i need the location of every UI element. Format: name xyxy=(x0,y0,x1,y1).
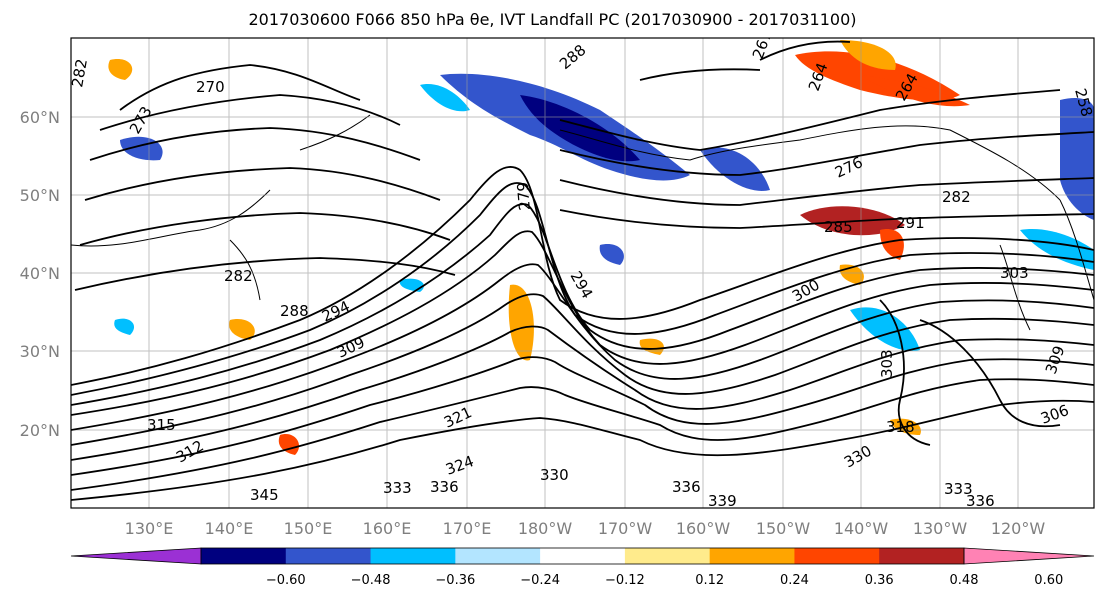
colorbar-tick-label: 0.48 xyxy=(950,573,979,588)
colorbar-tick-label: 0.12 xyxy=(695,573,724,588)
colorbar-segment xyxy=(201,548,287,564)
contour-label: 285 xyxy=(824,218,853,236)
lon-label: 130°E xyxy=(125,519,174,538)
contour-label: 336 xyxy=(966,492,995,510)
colorbar-segment xyxy=(540,548,626,564)
lat-label: 30°N xyxy=(20,342,60,361)
lon-label: 180°W xyxy=(518,519,573,538)
contour-label: 318 xyxy=(886,418,915,436)
contour-label: 282 xyxy=(68,57,91,88)
lat-label: 40°N xyxy=(20,264,60,283)
contour-label: 282 xyxy=(224,267,253,285)
contour-label: 345 xyxy=(250,486,279,504)
colorbar-segment xyxy=(285,548,372,564)
graticule xyxy=(71,38,1094,508)
lat-label: 50°N xyxy=(20,186,60,205)
contour-label: 333 xyxy=(944,480,973,498)
colorbar-segment xyxy=(879,548,965,564)
colorbar-tick-label: 0.60 xyxy=(1034,573,1063,588)
colorbar-segment xyxy=(370,548,456,564)
contour-label: 336 xyxy=(672,478,701,496)
colorbar-ticks: −0.60 −0.48 −0.36 −0.24 −0.12 0.12 0.24 0.36 0.4… xyxy=(266,573,1063,588)
colorbar-tick-label: −0.24 xyxy=(520,573,560,588)
lon-label: 140°E xyxy=(205,519,254,538)
colorbar-outline xyxy=(200,547,965,565)
contour-label: 258 xyxy=(1071,86,1096,118)
contour-label: 303 xyxy=(1000,264,1029,282)
lat-label: 20°N xyxy=(20,421,60,440)
lon-axis: 130°E 140°E 150°E 160°E 170°E 180°W 170°… xyxy=(125,519,1046,538)
lon-label: 150°W xyxy=(756,519,811,538)
colorbar-tick-label: −0.60 xyxy=(266,573,306,588)
contour-label: 282 xyxy=(942,188,971,206)
contour-label: 279 xyxy=(514,181,534,211)
contour-label: 333 xyxy=(383,479,412,497)
map-title: 2017030600 F066 850 hPa θe, IVT Landfall… xyxy=(248,10,857,29)
colorbar-extend-high xyxy=(963,547,1095,565)
contour-label: 291 xyxy=(896,214,925,232)
lat-label: 60°N xyxy=(20,108,60,127)
map-frame xyxy=(70,37,1095,509)
colorbar-extend-low xyxy=(70,547,202,565)
colorbar xyxy=(70,547,1095,565)
colorbar-tick-label: −0.12 xyxy=(605,573,645,588)
contour-label: 336 xyxy=(430,478,459,496)
theta-e-contours xyxy=(71,40,1094,501)
contour-label: 288 xyxy=(280,302,309,320)
colorbar-segment xyxy=(794,548,880,564)
colorbar-tick-label: −0.48 xyxy=(351,573,391,588)
lon-label: 150°E xyxy=(284,519,333,538)
lon-label: 160°W xyxy=(676,519,731,538)
colorbar-tick-label: 0.24 xyxy=(780,573,809,588)
colorbar-segment xyxy=(455,548,541,564)
colorbar-segment xyxy=(709,548,795,564)
contour-label: 315 xyxy=(147,416,176,434)
lon-label: 160°E xyxy=(363,519,412,538)
colorbar-tick-label: −0.36 xyxy=(435,573,475,588)
colorbar-segment xyxy=(624,548,711,564)
lon-label: 170°W xyxy=(598,519,653,538)
lon-label: 170°E xyxy=(443,519,492,538)
colorbar-tick-label: 0.36 xyxy=(865,573,894,588)
lon-label: 130°W xyxy=(913,519,968,538)
lat-axis: 60°N 50°N 40°N 30°N 20°N xyxy=(20,108,60,440)
contour-label: 330 xyxy=(540,466,569,484)
contour-label: 303 xyxy=(878,349,896,378)
lon-label: 140°W xyxy=(834,519,889,538)
lon-label: 120°W xyxy=(991,519,1046,538)
contour-label: 270 xyxy=(196,78,225,96)
contour-label: 339 xyxy=(708,492,737,510)
